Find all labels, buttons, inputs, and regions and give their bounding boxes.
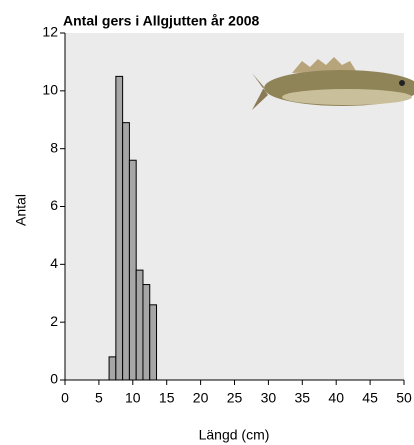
bar	[135, 269, 144, 381]
bar	[128, 159, 137, 381]
y-tick-label: 6	[50, 197, 58, 213]
y-tick-label: 0	[50, 371, 58, 387]
x-axis-label: Längd (cm)	[199, 427, 270, 443]
y-tick-label: 2	[50, 313, 58, 329]
y-tick-label: 12	[42, 24, 58, 40]
y-tick-label: 4	[50, 255, 58, 271]
x-tick-label: 10	[125, 390, 141, 406]
x-tick-label: 40	[328, 390, 344, 406]
bar	[108, 356, 117, 381]
y-axis-label: Antal	[13, 194, 29, 226]
y-tick-label: 8	[50, 139, 58, 155]
x-tick-label: 50	[396, 390, 412, 406]
bar	[115, 75, 124, 381]
bar	[149, 304, 158, 381]
fish-eye	[399, 80, 405, 86]
fish-tail	[252, 73, 268, 110]
x-tick-label: 20	[193, 390, 209, 406]
x-tick-label: 0	[61, 390, 69, 406]
fish-belly	[282, 89, 412, 105]
x-tick-label: 30	[261, 390, 277, 406]
x-tick-label: 5	[95, 390, 103, 406]
y-tick-label: 10	[42, 82, 58, 98]
x-tick-label: 25	[227, 390, 243, 406]
fish-illustration	[252, 57, 414, 110]
x-tick-label: 45	[362, 390, 378, 406]
chart-title: Antal gers i Allgjutten år 2008	[63, 13, 260, 29]
bar	[142, 284, 151, 381]
bar	[122, 122, 130, 381]
fish-fin	[292, 57, 356, 73]
x-tick-label: 35	[295, 390, 311, 406]
x-tick-label: 15	[159, 390, 175, 406]
